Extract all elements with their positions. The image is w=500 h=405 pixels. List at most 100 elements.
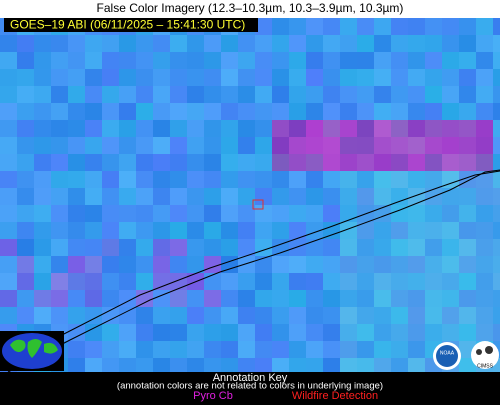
image-pixel	[221, 137, 238, 154]
image-pixel	[119, 154, 136, 171]
image-pixel	[425, 154, 442, 171]
image-pixel	[442, 137, 459, 154]
image-pixel	[374, 307, 391, 324]
image-pixel	[221, 120, 238, 137]
image-pixel	[323, 137, 340, 154]
image-pixel	[119, 205, 136, 222]
image-pixel	[357, 120, 374, 137]
satellite-label: GOES–19 ABI (06/11/2025 – 15:41:30 UTC)	[10, 18, 245, 32]
image-pixel	[17, 188, 34, 205]
image-pixel	[85, 86, 102, 103]
image-pixel	[306, 103, 323, 120]
image-pixel	[102, 69, 119, 86]
image-pixel	[0, 52, 17, 69]
image-pixel	[0, 69, 17, 86]
image-pixel	[51, 52, 68, 69]
image-pixel	[238, 307, 255, 324]
image-pixel	[153, 35, 170, 52]
image-pixel	[221, 52, 238, 69]
image-pixel	[459, 188, 476, 205]
image-pixel	[391, 120, 408, 137]
image-pixel	[136, 290, 153, 307]
image-pixel	[136, 256, 153, 273]
image-pixel	[459, 120, 476, 137]
image-pixel	[255, 103, 272, 120]
image-pixel	[0, 273, 17, 290]
image-pixel	[85, 273, 102, 290]
image-pixel	[391, 324, 408, 341]
image-pixel	[153, 86, 170, 103]
image-pixel	[51, 273, 68, 290]
image-pixel	[272, 69, 289, 86]
image-pixel	[170, 290, 187, 307]
image-pixel	[357, 358, 374, 372]
image-pixel	[238, 69, 255, 86]
image-pixel	[340, 171, 357, 188]
image-pixel	[187, 188, 204, 205]
image-pixel	[17, 273, 34, 290]
image-pixel	[289, 341, 306, 358]
image-pixel	[34, 171, 51, 188]
image-pixel	[476, 290, 493, 307]
image-pixel	[289, 171, 306, 188]
image-pixel	[204, 341, 221, 358]
image-pixel	[17, 120, 34, 137]
image-pixel	[136, 188, 153, 205]
image-pixel	[272, 35, 289, 52]
image-pixel	[493, 120, 500, 137]
image-pixel	[34, 273, 51, 290]
image-pixel	[255, 256, 272, 273]
image-pixel	[153, 137, 170, 154]
image-pixel	[459, 86, 476, 103]
image-pixel	[459, 171, 476, 188]
image-pixel	[459, 35, 476, 52]
image-pixel	[391, 188, 408, 205]
image-pixel	[255, 69, 272, 86]
image-pixel	[323, 103, 340, 120]
image-pixel	[323, 239, 340, 256]
image-pixel	[289, 239, 306, 256]
image-pixel	[51, 290, 68, 307]
image-pixel	[272, 341, 289, 358]
image-pixel	[170, 120, 187, 137]
detection-box	[252, 199, 264, 210]
image-pixel	[136, 358, 153, 372]
image-pixel	[323, 120, 340, 137]
image-pixel	[221, 324, 238, 341]
image-pixel	[34, 222, 51, 239]
image-pixel	[391, 69, 408, 86]
image-pixel	[187, 120, 204, 137]
image-pixel	[187, 52, 204, 69]
image-pixel	[34, 188, 51, 205]
image-pixel	[136, 120, 153, 137]
image-pixel	[153, 307, 170, 324]
image-pixel	[255, 120, 272, 137]
image-pixel	[255, 239, 272, 256]
image-pixel	[391, 171, 408, 188]
image-pixel	[51, 86, 68, 103]
image-pixel	[238, 222, 255, 239]
image-pixel	[459, 103, 476, 120]
image-pixel	[425, 69, 442, 86]
image-pixel	[170, 222, 187, 239]
image-pixel	[0, 137, 17, 154]
image-pixel	[306, 120, 323, 137]
image-pixel	[272, 137, 289, 154]
image-pixel	[374, 324, 391, 341]
image-pixel	[408, 137, 425, 154]
image-pixel	[272, 120, 289, 137]
image-pixel	[68, 86, 85, 103]
image-pixel	[306, 324, 323, 341]
image-pixel	[425, 103, 442, 120]
image-pixel	[476, 222, 493, 239]
image-pixel	[374, 103, 391, 120]
image-pixel	[68, 120, 85, 137]
key-title: Annotation Key	[213, 372, 288, 384]
image-pixel	[306, 222, 323, 239]
image-pixel	[255, 35, 272, 52]
image-pixel	[391, 256, 408, 273]
image-pixel	[255, 52, 272, 69]
image-pixel	[238, 256, 255, 273]
image-pixel	[51, 137, 68, 154]
image-pixel	[17, 69, 34, 86]
